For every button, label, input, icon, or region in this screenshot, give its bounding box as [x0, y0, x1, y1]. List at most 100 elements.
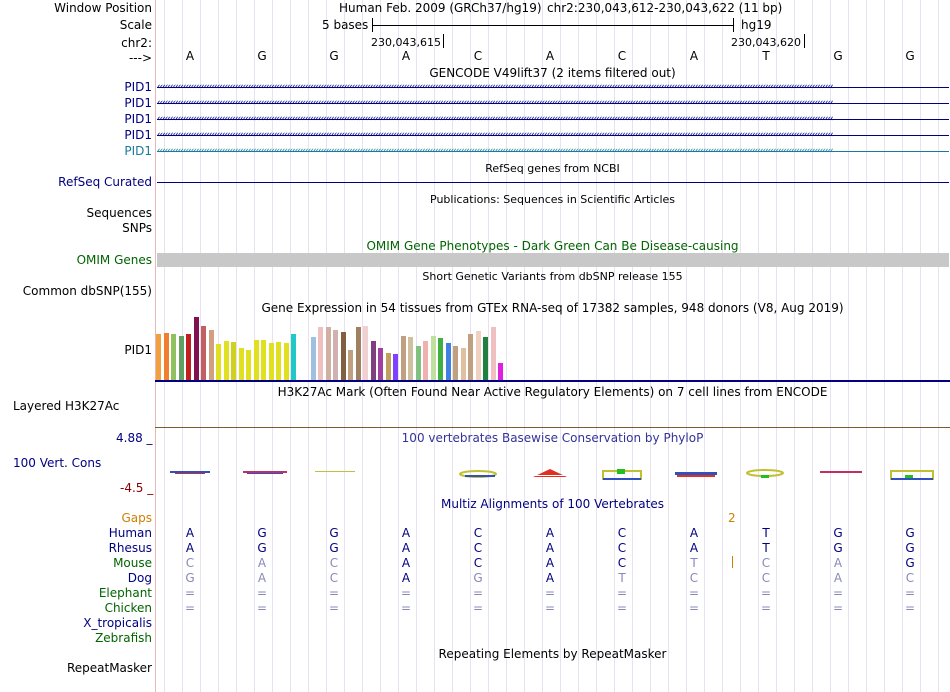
gencode-gene-label[interactable]: PID1 — [124, 96, 152, 110]
gencode-gene-line[interactable] — [157, 119, 949, 120]
coord-left-tick — [443, 34, 444, 48]
gtex-tissue-bar[interactable] — [393, 354, 398, 380]
gtex-tissue-bar[interactable] — [253, 340, 259, 380]
h3k27-label[interactable]: Layered H3K27Ac — [13, 399, 120, 413]
gtex-tissue-bar[interactable] — [193, 317, 199, 380]
gtex-tissue-bar[interactable] — [186, 334, 191, 380]
conservation-label[interactable]: 100 Vert. Cons — [13, 456, 102, 470]
alignment-base: = — [832, 586, 844, 600]
gtex-tissue-bar[interactable] — [310, 337, 316, 380]
cons-glyph-6 — [602, 469, 642, 480]
alignment-base: A — [545, 526, 555, 540]
gencode-gene-line[interactable] — [157, 135, 949, 136]
gtex-tissue-bar[interactable] — [423, 341, 428, 380]
species-label-rhesus[interactable]: Rhesus — [108, 541, 152, 555]
grid-line — [362, 0, 363, 692]
alignment-base: = — [616, 586, 628, 600]
gtex-tissue-bar[interactable] — [201, 326, 206, 380]
gencode-gene-label[interactable]: PID1 — [124, 144, 152, 158]
gtex-tissue-bar[interactable] — [325, 327, 331, 380]
gtex-tissue-bar[interactable] — [318, 327, 323, 380]
gtex-tissue-bar[interactable] — [370, 341, 376, 380]
dbsnp-label[interactable]: Common dbSNP(155) — [22, 284, 152, 298]
species-label-zebrafish[interactable]: Zebrafish — [95, 631, 152, 645]
gtex-tissue-bar[interactable] — [468, 334, 473, 380]
gtex-tissue-bar[interactable] — [348, 350, 353, 380]
gtex-tissue-bar[interactable] — [363, 326, 368, 380]
gencode-gene-line[interactable] — [157, 87, 949, 88]
grid-line — [488, 0, 489, 692]
alignment-base: C — [761, 571, 771, 585]
gencode-gene-line[interactable] — [157, 151, 949, 152]
gtex-tissue-bar[interactable] — [208, 330, 214, 380]
alignment-base: = — [184, 601, 196, 615]
publications-label-snps[interactable]: SNPs — [122, 221, 152, 235]
grid-line — [632, 0, 633, 692]
alignment-base: = — [544, 586, 556, 600]
grid-line — [686, 0, 687, 692]
gtex-tissue-bar[interactable] — [163, 333, 169, 380]
gtex-tissue-bar[interactable] — [156, 334, 161, 380]
gtex-tissue-bar[interactable] — [333, 330, 338, 380]
position-text[interactable]: chr2:230,043,612-230,043,622 (11 bp) — [547, 1, 783, 15]
gtex-tissue-bar[interactable] — [216, 344, 221, 380]
repeatmasker-label[interactable]: RepeatMasker — [66, 661, 152, 675]
assembly-text: Human Feb. 2009 (GRCh37/hg19) — [339, 1, 542, 15]
gaps-value: 2 — [728, 511, 736, 525]
alignment-base: = — [544, 601, 556, 615]
gtex-tissue-bar[interactable] — [475, 331, 481, 380]
species-label-mouse[interactable]: Mouse — [113, 556, 152, 570]
species-label-x_tropicalis[interactable]: X_tropicalis — [83, 616, 152, 630]
species-label-chicken[interactable]: Chicken — [104, 601, 152, 615]
omim-label[interactable]: OMIM Genes — [76, 253, 152, 267]
gtex-label[interactable]: PID1 — [124, 343, 152, 357]
refseq-gene-line[interactable] — [157, 182, 949, 183]
gencode-gene-line[interactable] — [157, 103, 949, 104]
gtex-tissue-bar[interactable] — [438, 338, 443, 380]
coord-right-tick — [804, 34, 805, 48]
gtex-tissue-bar[interactable] — [490, 327, 496, 380]
gtex-tissue-bar[interactable] — [498, 363, 503, 380]
gtex-tissue-bar[interactable] — [340, 332, 346, 380]
gtex-tissue-bar[interactable] — [171, 334, 176, 380]
gtex-tissue-bar[interactable] — [223, 341, 229, 380]
gencode-gene-label[interactable]: PID1 — [124, 80, 152, 94]
scale-bar-right-tick — [733, 18, 734, 32]
gtex-tissue-bar[interactable] — [385, 353, 391, 380]
gtex-bar-chart[interactable] — [155, 314, 555, 380]
gtex-tissue-bar[interactable] — [283, 343, 289, 380]
gencode-gene-label[interactable]: PID1 — [124, 128, 152, 142]
species-label-dog[interactable]: Dog — [127, 571, 152, 585]
gtex-tissue-bar[interactable] — [178, 336, 184, 380]
refseq-label[interactable]: RefSeq Curated — [58, 175, 152, 189]
gtex-tissue-bar[interactable] — [483, 337, 488, 380]
gtex-tissue-bar[interactable] — [408, 337, 413, 380]
gtex-tissue-bar[interactable] — [291, 334, 296, 380]
gtex-tissue-bar[interactable] — [460, 348, 466, 380]
grid-line — [380, 0, 381, 692]
gencode-title[interactable]: GENCODE V49lift37 (2 items filtered out) — [429, 66, 676, 80]
gtex-tissue-bar[interactable] — [276, 342, 281, 380]
gtex-tissue-bar[interactable] — [445, 343, 451, 380]
species-label-human[interactable]: Human — [108, 526, 152, 540]
base-C: C — [617, 49, 627, 63]
gtex-tissue-bar[interactable] — [378, 348, 383, 380]
gtex-tissue-bar[interactable] — [430, 336, 436, 380]
gtex-tissue-bar[interactable] — [453, 346, 458, 380]
gtex-tissue-bar[interactable] — [238, 348, 244, 380]
gtex-tissue-bar[interactable] — [231, 342, 236, 380]
gtex-tissue-bar[interactable] — [415, 346, 421, 380]
grid-line — [650, 0, 651, 692]
species-label-elephant[interactable]: Elephant — [98, 586, 152, 600]
gtex-tissue-bar[interactable] — [261, 340, 266, 380]
strand-arrows: ‹‹‹‹‹‹‹‹‹‹‹‹‹‹‹‹‹‹‹‹‹‹‹‹‹‹‹‹‹‹‹‹‹‹‹‹‹‹‹‹… — [157, 147, 834, 156]
alignment-base: G — [473, 571, 483, 585]
gtex-tissue-bar[interactable] — [355, 327, 361, 380]
gtex-tissue-bar[interactable] — [400, 336, 406, 380]
omim-phenotype-bar[interactable] — [157, 253, 949, 267]
grid-line — [524, 0, 525, 692]
gencode-gene-label[interactable]: PID1 — [124, 112, 152, 126]
publications-label-sequences[interactable]: Sequences — [86, 206, 152, 220]
gtex-tissue-bar[interactable] — [268, 343, 274, 380]
gtex-tissue-bar[interactable] — [246, 350, 251, 380]
